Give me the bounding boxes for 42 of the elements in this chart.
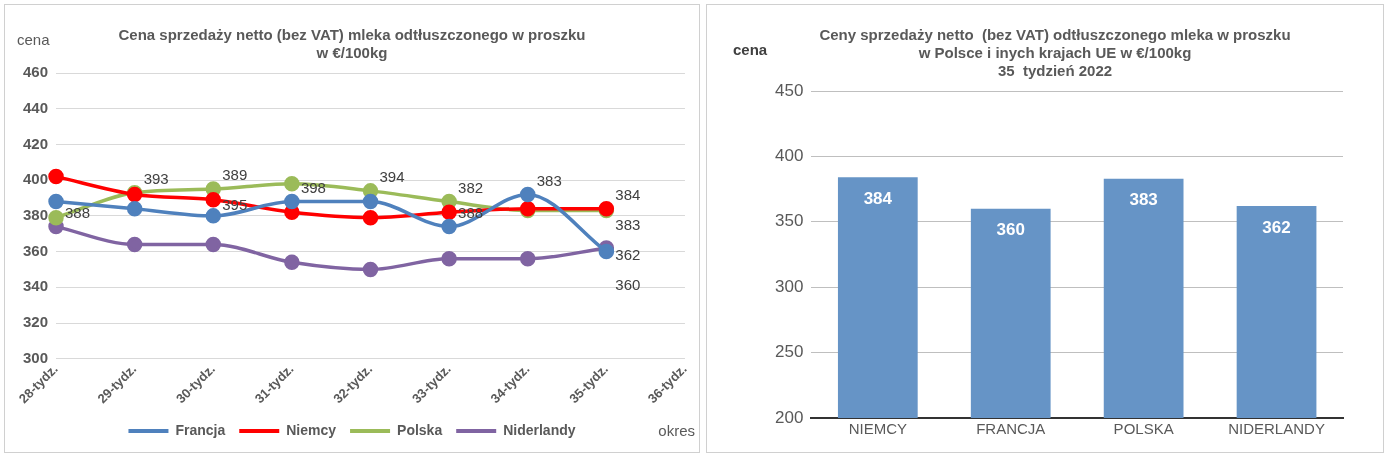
y-tick-label: 380 — [23, 206, 49, 224]
y-tick-label: 400 — [23, 170, 49, 188]
chart-title: Ceny sprzedaży netto (bez VAT) odtłuszczonego mleka w proszku w Polsce i inych krajach UE w €/100kg 35 tydzień 2022 — [819, 26, 1291, 80]
y-tick-label: 460 — [23, 63, 49, 81]
y-tick-label: 360 — [23, 241, 49, 259]
x-axis-title: okres — [658, 422, 695, 440]
x-tick-label: NIEMCY — [848, 420, 907, 438]
x-tick-label: POLSKA — [1113, 420, 1174, 438]
annotation: 382 — [458, 178, 484, 196]
y-tick-label: 340 — [23, 277, 49, 295]
y-tick-label: 300 — [23, 348, 49, 366]
legend-label: Niemcy — [286, 421, 337, 438]
legend-label: Francja — [175, 421, 226, 438]
chart-title: Cena sprzedaży netto (bez VAT) mleka odtłuszczonego w proszku w €/100kg — [118, 26, 586, 62]
data-label: 383 — [1129, 190, 1158, 210]
data-label: 384 — [863, 189, 893, 209]
y-axis-title: cena — [733, 41, 768, 59]
y-tick-label: 440 — [23, 98, 49, 116]
x-tick-label: NIDERLANDY — [1228, 420, 1325, 438]
annotation: 360 — [615, 275, 641, 293]
y-tick-label: 420 — [23, 134, 49, 152]
annotation: 388 — [458, 203, 484, 221]
y-tick-label: 400 — [774, 146, 804, 166]
data-label: 360 — [996, 220, 1025, 240]
y-tick-label: 350 — [774, 211, 804, 231]
annotation: 362 — [615, 245, 641, 263]
y-tick-label: 200 — [774, 407, 804, 427]
legend-label: Polska — [397, 421, 443, 438]
annotation: 384 — [615, 185, 641, 203]
annotation: 393 — [143, 169, 169, 187]
y-tick-label: 450 — [774, 80, 804, 100]
x-tick-label: FRANCJA — [976, 420, 1046, 438]
y-tick-label: 250 — [774, 342, 804, 362]
legend-label: Niderlandy — [503, 421, 576, 438]
y-tick-label: 320 — [23, 313, 49, 331]
annotation: 383 — [615, 215, 641, 233]
y-axis-title: cena — [17, 31, 51, 49]
annotation: 389 — [222, 166, 248, 184]
annotation: 394 — [379, 168, 405, 186]
annotation: 383 — [536, 171, 562, 189]
y-tick-label: 300 — [774, 276, 804, 296]
data-label: 362 — [1262, 217, 1291, 237]
